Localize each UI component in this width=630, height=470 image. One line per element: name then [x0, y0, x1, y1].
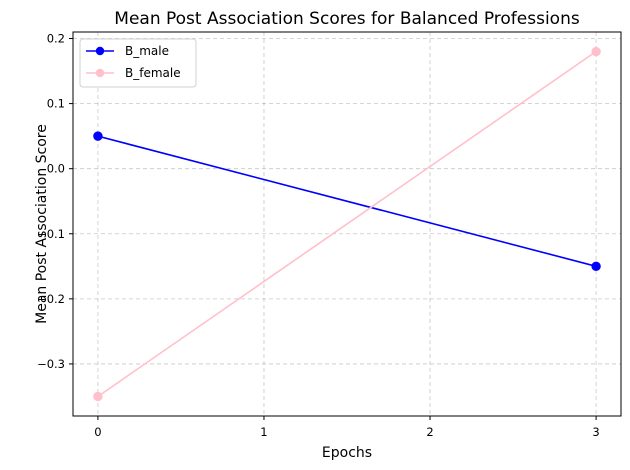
y-tick-label: 0.2: [47, 32, 65, 46]
legend-marker: [95, 46, 105, 56]
data-point: [93, 131, 103, 141]
x-axis-label: Epochs: [322, 445, 372, 461]
series-b-female: [93, 46, 601, 402]
legend: B_male B_female: [79, 38, 197, 88]
x-tick-label: 2: [426, 425, 433, 439]
y-tick-label: −0.2: [37, 292, 65, 306]
y-tick-label: 0.0: [47, 162, 65, 176]
plot-area-frame: [72, 31, 622, 417]
series-b-male: [93, 131, 601, 272]
x-tick-label: 3: [592, 425, 599, 439]
x-axis-ticks: 0 1 2 3: [94, 416, 600, 439]
chart-title: Mean Post Association Scores for Balance…: [114, 9, 580, 29]
legend-item: B_female: [86, 66, 181, 80]
series-line: [97, 50, 597, 398]
x-tick-label: 0: [94, 425, 101, 439]
y-tick-label: −0.1: [37, 227, 65, 241]
x-tick-label: 1: [260, 425, 267, 439]
data-point: [591, 261, 601, 272]
legend-item: B_male: [86, 44, 169, 58]
series-layer: [93, 46, 601, 402]
legend-marker: [95, 68, 105, 78]
grid-lines: [73, 32, 621, 416]
series-line: [97, 135, 597, 268]
y-tick-label: −0.3: [37, 357, 65, 371]
legend-label: B_male: [125, 44, 169, 58]
legend-label: B_female: [125, 66, 181, 80]
y-tick-label: 0.1: [47, 97, 65, 111]
data-point: [93, 391, 103, 402]
data-point: [591, 46, 601, 57]
y-axis-label: Mean Post Association Score: [34, 124, 50, 324]
y-axis-ticks: −0.3 −0.2 −0.1 0.0 0.1 0.2: [37, 32, 73, 371]
